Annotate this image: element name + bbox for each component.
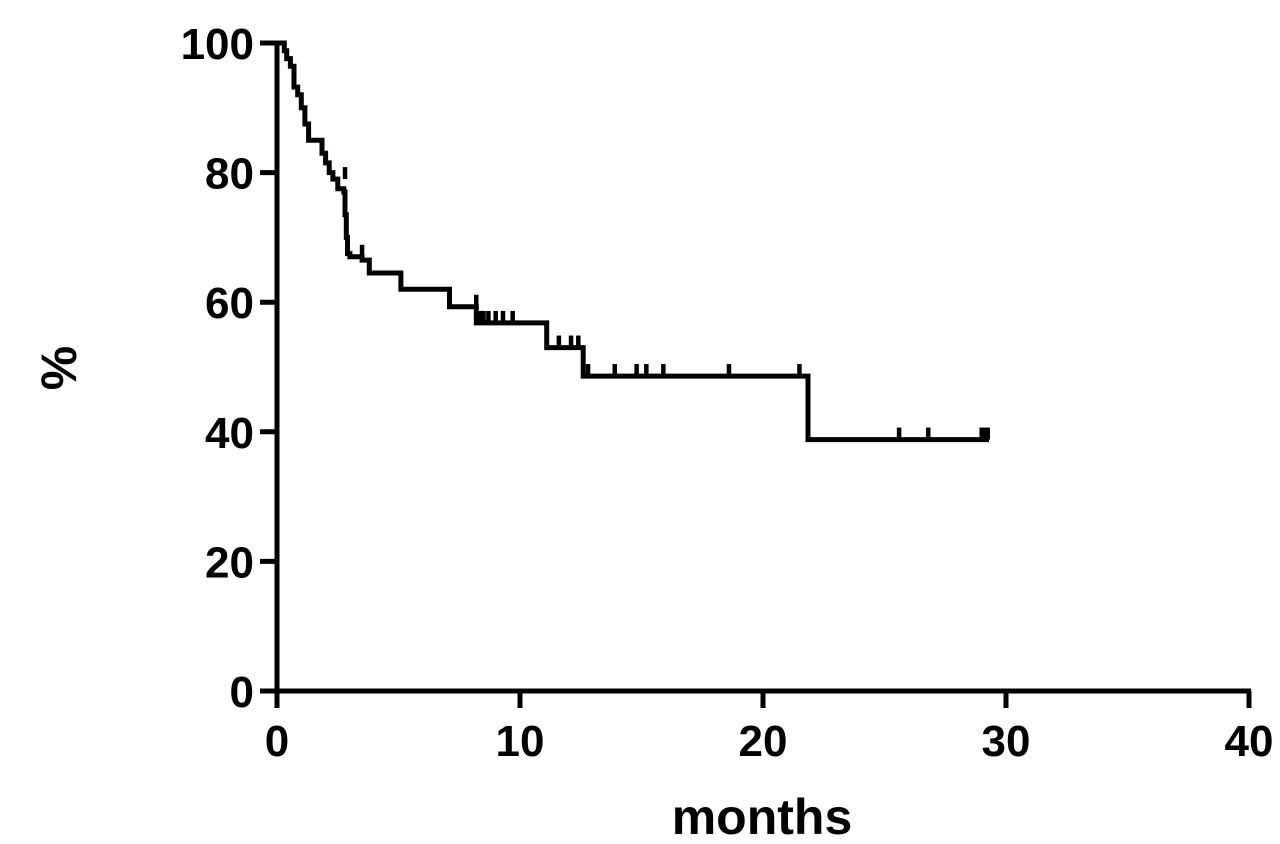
x-tick-label: 30	[982, 717, 1031, 766]
y-tick-label: 40	[205, 409, 254, 458]
axes	[274, 41, 1251, 694]
y-tick-label: 100	[181, 20, 254, 69]
x-axis-title: months	[672, 789, 853, 839]
x-tick-label: 40	[1225, 717, 1274, 766]
x-tick-label: 20	[739, 717, 788, 766]
tick-labels: 0 20 40 60 80 100 0 10 20 30 40	[181, 20, 1274, 766]
censor-marks	[335, 167, 991, 440]
y-tick-label: 0	[230, 668, 254, 717]
x-tick-label: 0	[265, 717, 289, 766]
y-tick-label: 80	[205, 150, 254, 199]
tick-marks	[260, 40, 1252, 708]
y-axis-title: %	[31, 346, 87, 390]
survival-curve	[277, 40, 989, 443]
y-tick-label: 20	[205, 538, 254, 587]
y-tick-label: 60	[205, 279, 254, 328]
x-tick-label: 10	[496, 717, 545, 766]
series-layer	[277, 40, 989, 443]
